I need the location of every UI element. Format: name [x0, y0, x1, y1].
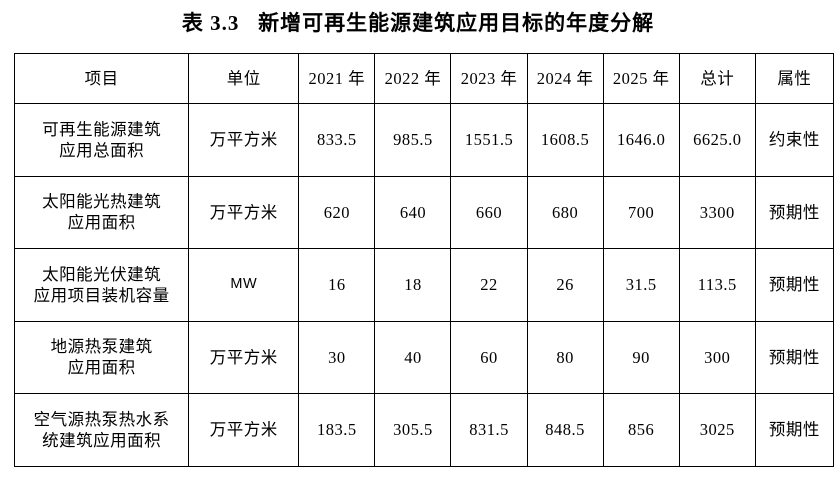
- cell-attribute: 预期性: [754, 248, 835, 322]
- cell-2023: 831.5: [450, 393, 528, 467]
- cell-attribute: 约束性: [754, 103, 835, 177]
- cell-total: 300: [678, 320, 756, 394]
- cell-total: 3300: [678, 175, 756, 249]
- table-row: 地源热泵建筑 应用面积 万平方米 30 40 60 80 90 300 预期性: [13, 320, 835, 394]
- item-line-1: 可再生能源建筑: [42, 119, 162, 139]
- cell-unit: MW: [188, 248, 300, 322]
- table-row: 可再生能源建筑 应用总面积 万平方米 833.5 985.5 1551.5 16…: [13, 103, 835, 177]
- cell-2023: 660: [450, 175, 528, 249]
- item-line-2: 应用项目装机容量: [33, 285, 170, 305]
- cell-total: 3025: [678, 393, 756, 467]
- cell-2021: 16: [298, 248, 376, 322]
- cell-attribute: 预期性: [754, 320, 835, 394]
- cell-unit: 万平方米: [188, 320, 300, 394]
- item-line-2: 应用面积: [67, 358, 136, 378]
- cell-2025: 700: [602, 175, 680, 249]
- column-header-attribute: 属性: [754, 53, 835, 104]
- column-header-2021: 2021 年: [298, 53, 376, 104]
- table-body: 可再生能源建筑 应用总面积 万平方米 833.5 985.5 1551.5 16…: [13, 103, 835, 467]
- cell-2024: 680: [526, 175, 604, 249]
- item-line-2: 应用总面积: [59, 140, 145, 160]
- cell-2023: 60: [450, 320, 528, 394]
- cell-2021: 183.5: [298, 393, 376, 467]
- cell-2022: 985.5: [374, 103, 452, 177]
- cell-total: 6625.0: [678, 103, 756, 177]
- table-row: 太阳能光热建筑 应用面积 万平方米 620 640 660 680 700 33…: [13, 175, 835, 249]
- cell-2025: 90: [602, 320, 680, 394]
- cell-2023: 22: [450, 248, 528, 322]
- table-row: 太阳能光伏建筑 应用项目装机容量 MW 16 18 22 26 31.5 113…: [13, 248, 835, 322]
- cell-item: 太阳能光伏建筑 应用项目装机容量: [13, 248, 190, 322]
- cell-total: 113.5: [678, 248, 756, 322]
- table-row: 空气源热泵热水系 统建筑应用面积 万平方米 183.5 305.5 831.5 …: [13, 393, 835, 467]
- cell-2025: 856: [602, 393, 680, 467]
- table-title: 表 3.3 新增可再生能源建筑应用目标的年度分解: [181, 11, 655, 35]
- column-header-total: 总计: [678, 53, 756, 104]
- cell-2023: 1551.5: [450, 103, 528, 177]
- cell-item: 地源热泵建筑 应用面积: [13, 320, 190, 394]
- cell-item: 空气源热泵热水系 统建筑应用面积: [13, 393, 190, 467]
- cell-unit: 万平方米: [188, 103, 300, 177]
- column-header-2024: 2024 年: [526, 53, 604, 104]
- table-container: 项目 单位 2021 年 2022 年 2023 年 2024 年 2025 年…: [13, 53, 835, 467]
- cell-2022: 40: [374, 320, 452, 394]
- cell-2022: 18: [374, 248, 452, 322]
- cell-2022: 305.5: [374, 393, 452, 467]
- cell-2024: 26: [526, 248, 604, 322]
- item-line-2: 应用面积: [67, 213, 136, 233]
- column-header-2022: 2022 年: [374, 53, 452, 104]
- cell-item: 可再生能源建筑 应用总面积: [13, 103, 190, 177]
- item-line-1: 太阳能光热建筑: [42, 192, 162, 212]
- cell-2021: 620: [298, 175, 376, 249]
- item-line-1: 空气源热泵热水系: [33, 409, 170, 429]
- cell-unit: 万平方米: [188, 175, 300, 249]
- cell-attribute: 预期性: [754, 175, 835, 249]
- cell-2024: 1608.5: [526, 103, 604, 177]
- cell-item: 太阳能光热建筑 应用面积: [13, 175, 190, 249]
- cell-2024: 848.5: [526, 393, 604, 467]
- cell-attribute: 预期性: [754, 393, 835, 467]
- table-header: 项目 单位 2021 年 2022 年 2023 年 2024 年 2025 年…: [13, 53, 835, 104]
- column-header-unit: 单位: [188, 53, 300, 104]
- cell-unit: 万平方米: [188, 393, 300, 467]
- column-header-item: 项目: [13, 53, 190, 104]
- cell-2021: 30: [298, 320, 376, 394]
- cell-2022: 640: [374, 175, 452, 249]
- cell-2025: 1646.0: [602, 103, 680, 177]
- cell-2021: 833.5: [298, 103, 376, 177]
- item-line-1: 地源热泵建筑: [50, 337, 153, 357]
- item-line-1: 太阳能光伏建筑: [42, 264, 162, 284]
- cell-2025: 31.5: [602, 248, 680, 322]
- cell-2024: 80: [526, 320, 604, 394]
- renewable-energy-targets-table: 项目 单位 2021 年 2022 年 2023 年 2024 年 2025 年…: [13, 53, 835, 467]
- column-header-2025: 2025 年: [602, 53, 680, 104]
- header-row: 项目 单位 2021 年 2022 年 2023 年 2024 年 2025 年…: [13, 53, 835, 104]
- item-line-2: 统建筑应用面积: [42, 431, 162, 450]
- column-header-2023: 2023 年: [450, 53, 528, 104]
